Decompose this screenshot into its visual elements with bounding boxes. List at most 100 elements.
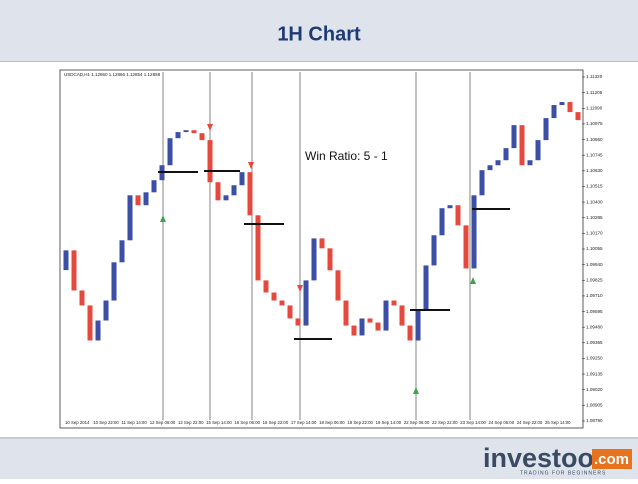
candle-body	[199, 133, 205, 141]
candle-body	[87, 305, 93, 341]
x-tick-label: 16 Sep 06:00	[234, 420, 260, 425]
candle-body	[447, 205, 453, 209]
y-tick-label: 1.09365	[586, 340, 603, 345]
y-tick-label: 1.10975	[586, 121, 603, 126]
candle-body	[479, 170, 485, 196]
candle-body	[351, 325, 357, 336]
annotation: Win Ratio: 5 - 1	[305, 149, 388, 163]
y-tick-label: 1.11205	[586, 90, 603, 95]
candle-body	[191, 130, 197, 134]
candle-body	[63, 250, 69, 271]
candle-body	[415, 310, 421, 341]
candle-body	[167, 138, 173, 166]
candle-body	[535, 140, 541, 161]
candle-body	[303, 280, 309, 326]
candle-body	[143, 192, 149, 206]
tld-box	[592, 449, 632, 469]
candle-body	[319, 238, 325, 249]
level-lines	[158, 170, 510, 340]
x-tick-label: 10 Sep 2014	[65, 420, 90, 425]
y-tick-label: 1.09250	[586, 356, 603, 361]
candle-body	[431, 235, 437, 266]
candle-body	[439, 208, 445, 236]
candle-body	[567, 102, 573, 113]
candle-body	[519, 125, 525, 166]
x-tick-label: 12 Sep 22:00	[178, 420, 204, 425]
candles	[63, 102, 581, 341]
candle-body	[207, 140, 213, 183]
y-tick-label: 1.10055	[586, 246, 603, 251]
y-tick-label: 1.10745	[586, 152, 603, 157]
candle-body	[247, 172, 253, 216]
symbol-label: USDCAD,H1 1.12860 1.12866 1.12854 1.1285…	[64, 72, 161, 77]
candle-body	[231, 185, 237, 196]
y-tick-label: 1.10630	[586, 168, 603, 173]
candle-body	[119, 240, 125, 263]
candle-body	[471, 195, 477, 269]
candle-body	[71, 250, 77, 291]
candle-body	[271, 292, 277, 301]
candle-body	[151, 180, 157, 193]
candle-body	[503, 148, 509, 161]
candle-body	[367, 318, 373, 323]
candle-body	[375, 322, 381, 331]
y-tick-label: 1.08905	[586, 403, 603, 408]
candle-body	[263, 280, 269, 293]
signal-arrows	[160, 124, 476, 394]
y-tick-label: 1.10515	[586, 184, 603, 189]
candle-body	[279, 300, 285, 306]
y-tick-label: 1.09710	[586, 293, 603, 298]
x-tick-label: 16 Sep 22:00	[263, 420, 289, 425]
candle-body	[327, 248, 333, 271]
candle-body	[559, 102, 565, 106]
y-tick-label: 1.10400	[586, 199, 603, 204]
candle-body	[95, 320, 101, 341]
candle-body	[343, 300, 349, 326]
candle-body	[335, 270, 341, 301]
candle-body	[359, 318, 365, 336]
x-tick-label: 18 Sep 06:00	[319, 420, 345, 425]
candle-body	[311, 238, 317, 281]
x-tick-label: 22 Sep 22:00	[432, 420, 458, 425]
candle-body	[407, 325, 413, 341]
candle-body	[183, 130, 189, 133]
candle-body	[391, 300, 397, 306]
brand-tld: .com	[594, 451, 629, 468]
candle-body	[295, 318, 301, 326]
candle-body	[135, 195, 141, 206]
candle-body	[575, 112, 581, 121]
candle-body	[527, 160, 533, 166]
candle-body	[175, 132, 181, 139]
y-tick-label: 1.10170	[586, 231, 603, 236]
candle-body	[111, 262, 117, 301]
x-tick-label: 15 Sep 14:00	[206, 420, 232, 425]
x-tick-label: 18 Sep 22:00	[347, 420, 373, 425]
y-tick-label: 1.08790	[586, 418, 603, 423]
brand: investoo	[483, 443, 594, 473]
y-tick-label: 1.11320	[586, 74, 603, 79]
y-tick-label: 1.09135	[586, 371, 603, 376]
x-tick-label: 11 Sep 14:00	[121, 420, 147, 425]
x-tick-label: 23 Sep 14:00	[460, 420, 486, 425]
y-tick-label: 1.10860	[586, 137, 603, 142]
candle-body	[255, 215, 261, 281]
x-tick-label: 22 Sep 06:00	[404, 420, 430, 425]
header-band	[0, 0, 638, 62]
candle-body	[423, 265, 429, 311]
candle-body	[487, 165, 493, 171]
x-tick-label: 19 Sep 14:00	[376, 420, 402, 425]
candle-body	[79, 290, 85, 306]
candle-body	[543, 118, 549, 141]
candle-body	[511, 125, 517, 149]
x-tick-label: 12 Sep 06:00	[150, 420, 176, 425]
slide-title: 1H Chart	[277, 23, 361, 45]
x-tick-label: 24 Sep 06:00	[489, 420, 515, 425]
candle-body	[215, 182, 221, 201]
x-tick-label: 10 Sep 22:00	[93, 420, 119, 425]
candle-body	[223, 195, 229, 201]
candle-body	[103, 300, 109, 321]
y-tick-label: 1.09940	[586, 262, 603, 267]
y-tick-label: 1.10285	[586, 215, 603, 220]
candle-body	[383, 300, 389, 331]
